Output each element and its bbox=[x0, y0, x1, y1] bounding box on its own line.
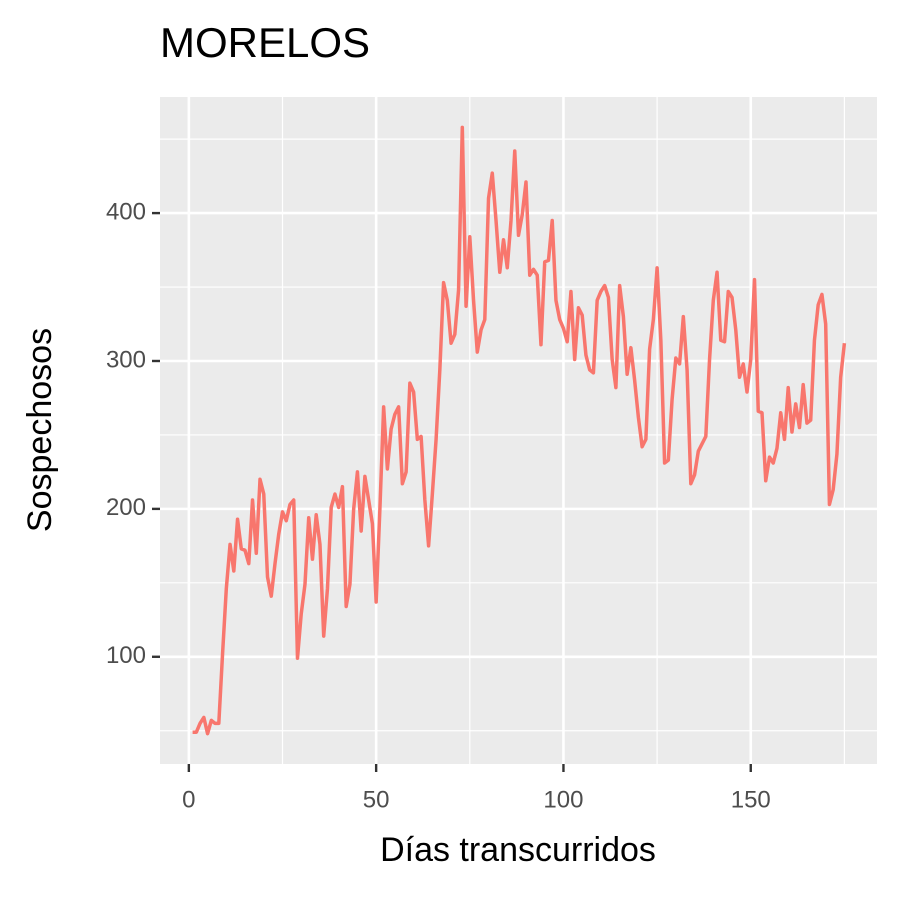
x-tick-label: 0 bbox=[182, 786, 195, 813]
data-line bbox=[192, 125, 847, 736]
x-axis-title: Días transcurridos bbox=[380, 831, 656, 869]
chart-title: MORELOS bbox=[160, 19, 370, 66]
x-tick-label: 150 bbox=[731, 786, 771, 813]
x-tick-label: 50 bbox=[363, 786, 390, 813]
y-tick-label: 400 bbox=[106, 198, 146, 225]
y-tick-label: 200 bbox=[106, 494, 146, 521]
y-axis-title: Sospechosos bbox=[21, 328, 59, 532]
x-tick-label: 100 bbox=[543, 786, 583, 813]
y-tick-label: 100 bbox=[106, 642, 146, 669]
y-tick-label: 300 bbox=[106, 346, 146, 373]
